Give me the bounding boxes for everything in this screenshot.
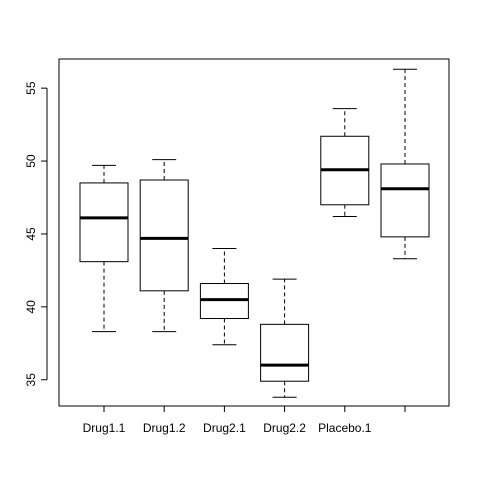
boxes-group (79, 68, 430, 398)
box-3 (199, 248, 249, 346)
y-tick-label: 45 (24, 227, 38, 241)
iqr-box (79, 182, 129, 263)
iqr-box (260, 323, 310, 382)
box-1 (79, 164, 129, 333)
iqr-box (380, 163, 430, 238)
iqr-box (139, 179, 189, 292)
x-axis: Drug1.1 Drug1.2 Drug2.1 Drug2.2 Placebo.1 (83, 405, 406, 435)
y-tick-label: 35 (24, 373, 38, 387)
box-5 (320, 108, 370, 217)
box-6 (380, 68, 430, 260)
box-4 (260, 278, 310, 398)
x-tick-label: Placebo.1 (318, 421, 372, 435)
x-tick-label: Drug1.1 (83, 421, 126, 435)
y-tick-label: 40 (24, 300, 38, 314)
y-tick-label: 55 (24, 81, 38, 95)
x-tick-label: Drug2.2 (263, 421, 306, 435)
x-tick-label: Drug1.2 (143, 421, 186, 435)
y-tick-label: 50 (24, 154, 38, 168)
y-axis: 35 40 45 50 55 (24, 81, 48, 387)
x-tick-label: Drug2.1 (203, 421, 246, 435)
box-2 (139, 159, 189, 333)
